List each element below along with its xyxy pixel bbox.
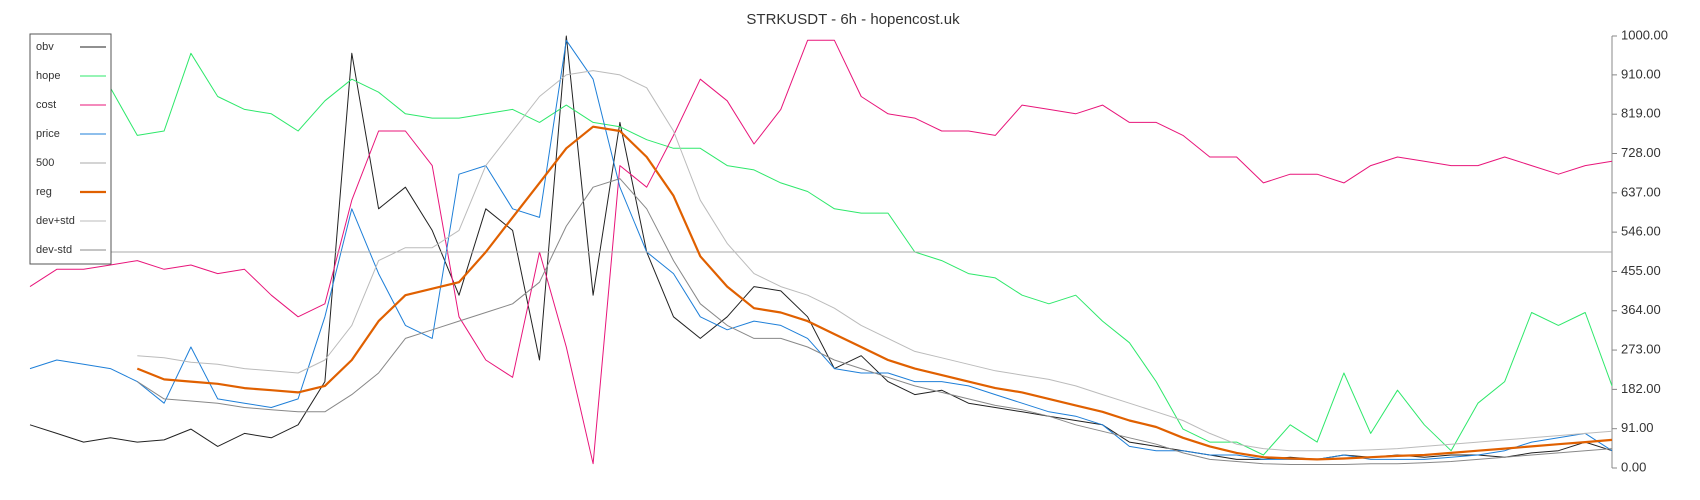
legend-label: price bbox=[36, 128, 60, 140]
legend-label: dev-std bbox=[36, 244, 72, 256]
legend-label: obv bbox=[36, 41, 54, 53]
y-tick-label: 182.00 bbox=[1621, 381, 1661, 396]
series-line bbox=[137, 178, 1613, 465]
series-line bbox=[29, 35, 1613, 460]
series-line bbox=[29, 39, 1613, 460]
series-line bbox=[29, 39, 1613, 465]
legend-label: hope bbox=[36, 70, 60, 82]
y-tick-label: 728.00 bbox=[1621, 145, 1661, 160]
y-tick-label: 637.00 bbox=[1621, 184, 1661, 199]
legend-label: reg bbox=[36, 186, 52, 198]
legend-label: dev+std bbox=[36, 215, 75, 227]
y-tick-label: 910.00 bbox=[1621, 66, 1661, 81]
y-tick-label: 546.00 bbox=[1621, 224, 1661, 239]
y-tick-label: 455.00 bbox=[1621, 263, 1661, 278]
legend-box bbox=[29, 33, 112, 265]
series-line bbox=[137, 70, 1613, 452]
legend: obv hope cost price 500 reg dev+std dev-std bbox=[29, 33, 112, 265]
chart-title: STRKUSDT - 6h - hopencost.uk bbox=[746, 11, 960, 28]
y-tick-label: 819.00 bbox=[1621, 106, 1661, 121]
y-tick-label: 0.00 bbox=[1621, 459, 1646, 474]
legend-label: 500 bbox=[36, 157, 54, 169]
y-tick-label: 1000.00 bbox=[1621, 27, 1668, 42]
y-tick-label: 273.00 bbox=[1621, 342, 1661, 357]
series-line bbox=[136, 125, 1613, 461]
y-tick-label: 91.00 bbox=[1621, 420, 1654, 435]
legend-label: cost bbox=[36, 99, 56, 111]
y-tick-label: 364.00 bbox=[1621, 302, 1661, 317]
series-line bbox=[109, 52, 1613, 456]
